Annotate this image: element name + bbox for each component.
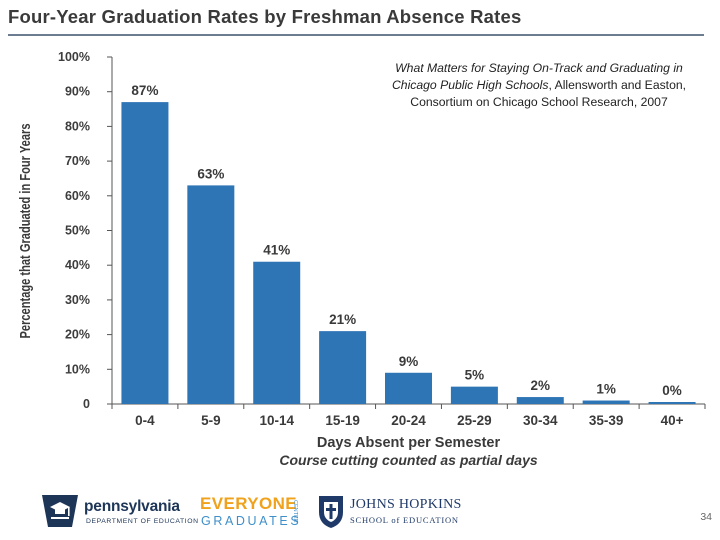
bar-value-label: 41%	[263, 243, 290, 258]
pennsylvania-dept: DEPARTMENT OF EDUCATION	[86, 518, 199, 525]
bar-value-label: 21%	[329, 312, 356, 327]
bar	[319, 331, 367, 404]
logo-strip: pennsylvania DEPARTMENT OF EDUCATION EVE…	[0, 490, 720, 540]
everyone-graduates-line1: EVERYONE	[200, 494, 298, 513]
bar-value-label: 2%	[531, 378, 551, 393]
bar	[385, 372, 432, 404]
everyone-graduates-line2: GRADUATES	[201, 514, 302, 528]
johns-hopkins-logo: JOHNS HOPKINS SCHOOL of EDUCATION	[316, 494, 461, 535]
bar	[187, 185, 235, 404]
y-tick-label: 30%	[65, 293, 90, 307]
bar-value-label: 1%	[596, 382, 616, 397]
citation-title: What Matters for Staying On-Track and Gr…	[391, 61, 683, 92]
bar	[253, 261, 301, 404]
x-tick-label: 40+	[661, 413, 684, 428]
y-tick-label: 10%	[65, 362, 90, 376]
x-axis-subtitle: Course cutting counted as partial days	[279, 452, 537, 468]
y-tick-label: 60%	[65, 189, 90, 203]
y-tick-label: 0	[83, 397, 90, 411]
bar	[450, 386, 498, 404]
y-tick-label: 40%	[65, 258, 90, 272]
everyone-graduates-line3: CENTER	[292, 500, 298, 523]
keystone-icon	[42, 495, 78, 527]
x-axis-title: Days Absent per Semester	[317, 435, 501, 451]
y-tick-label: 80%	[65, 119, 90, 133]
shield-icon	[319, 496, 343, 528]
title-divider	[8, 34, 704, 36]
x-tick-label: 5-9	[201, 413, 221, 428]
bar-value-label: 5%	[465, 368, 485, 383]
johns-hopkins-line2: SCHOOL of EDUCATION	[350, 515, 459, 525]
x-tick-label: 0-4	[135, 413, 155, 428]
pennsylvania-name: pennsylvania	[84, 498, 180, 515]
page-number: 34	[700, 511, 712, 523]
y-axis-title: Percentage that Graduated in Four Years	[18, 124, 34, 339]
x-tick-label: 30-34	[523, 413, 558, 428]
bar-value-label: 63%	[197, 166, 224, 181]
bar-value-label: 87%	[131, 83, 158, 98]
y-tick-label: 100%	[58, 50, 90, 64]
y-tick-label: 70%	[65, 154, 90, 168]
johns-hopkins-line1: JOHNS HOPKINS	[350, 497, 462, 512]
bar	[582, 400, 630, 404]
bar	[648, 402, 696, 404]
bar	[121, 102, 169, 405]
pennsylvania-logo: pennsylvania DEPARTMENT OF EDUCATION	[40, 493, 198, 534]
bar-chart: 0 10% 20% 30% 40% 50% 60% 70% 80% 90% 100% 87% 0-4 63…	[18, 50, 706, 468]
bar-value-label: 0%	[662, 383, 682, 398]
x-tick-label: 25-29	[457, 413, 492, 428]
slide-title: Four-Year Graduation Rates by Freshman A…	[8, 6, 522, 27]
bar-value-label: 9%	[399, 354, 419, 369]
y-tick-label: 20%	[65, 328, 90, 342]
y-tick-label: 50%	[65, 224, 90, 238]
x-tick-label: 35-39	[589, 413, 624, 428]
citation-source: , Allensworth and Easton, Consortium on …	[410, 78, 687, 109]
x-tick-label: 10-14	[259, 413, 294, 428]
y-tick-label: 90%	[65, 85, 90, 99]
bar	[516, 397, 564, 404]
citation: What Matters for Staying On-Track and Gr…	[376, 60, 702, 111]
x-tick-label: 20-24	[391, 413, 426, 428]
x-tick-label: 15-19	[325, 413, 360, 428]
